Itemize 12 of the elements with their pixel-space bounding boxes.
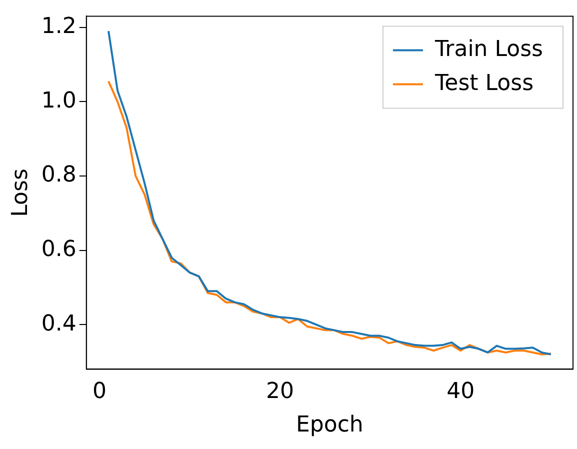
x-tick-label: 0 bbox=[92, 379, 106, 404]
y-tick-label: 1.0 bbox=[41, 88, 76, 114]
legend-label: Test Loss bbox=[434, 70, 534, 96]
x-tick-label: 20 bbox=[266, 379, 294, 404]
x-axis-title: Epoch bbox=[296, 412, 364, 438]
x-tick-label: 40 bbox=[446, 379, 475, 404]
legend-label: Train Loss bbox=[434, 36, 544, 62]
y-tick-label: 0.4 bbox=[41, 311, 76, 336]
y-tick-label: 0.6 bbox=[41, 237, 76, 262]
y-axis-title: Loss bbox=[8, 168, 33, 217]
y-tick-label: 1.2 bbox=[41, 14, 76, 40]
y-tick-label: 0.8 bbox=[41, 162, 76, 188]
